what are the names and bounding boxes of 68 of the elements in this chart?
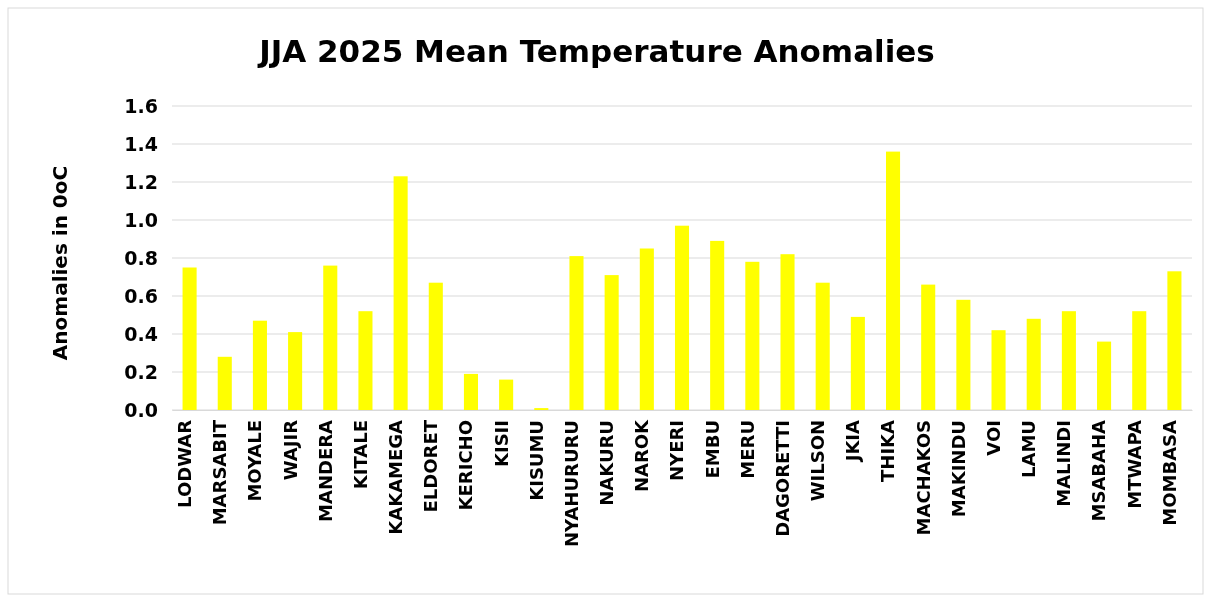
x-tick-label: NYAHURURU — [560, 420, 582, 547]
x-tick-label: JKIA — [842, 419, 864, 464]
bar — [428, 282, 443, 410]
bar — [1132, 311, 1147, 410]
x-tick-label: MAKINDU — [947, 420, 969, 518]
x-tick-label: VOI — [982, 420, 1004, 456]
y-tick-label: 0.8 — [124, 246, 158, 269]
x-tick-label: MANDERA — [314, 419, 336, 522]
x-tick-label: MALINDI — [1053, 420, 1075, 507]
y-tick-label: 0.0 — [124, 398, 158, 421]
bar — [1061, 311, 1076, 410]
bar — [393, 176, 408, 410]
y-tick-label: 1.4 — [124, 132, 158, 155]
y-tick-label: 0.2 — [124, 360, 158, 383]
x-tick-label: MOYALE — [244, 420, 266, 502]
bar — [288, 332, 303, 410]
x-tick-label: MSABAHA — [1088, 419, 1110, 522]
x-tick-label: NAROK — [631, 418, 653, 493]
bar — [569, 256, 584, 410]
x-tick-label: MTWAPA — [1123, 419, 1145, 509]
bar — [217, 356, 232, 410]
x-tick-label: MOMBASA — [1158, 419, 1180, 526]
bar — [639, 248, 654, 410]
x-tick-label: MARSABIT — [209, 419, 231, 526]
x-tick-label: LODWAR — [173, 419, 195, 508]
bar — [710, 240, 725, 410]
bar — [674, 225, 690, 410]
x-tick-label: THIKA — [877, 419, 899, 482]
bar — [358, 311, 373, 410]
x-tick-label: MACHAKOS — [912, 420, 934, 536]
y-axis-title: Anomalies in 0oC — [48, 165, 72, 361]
chart-title: JJA 2025 Mean Temperature Anomalies — [257, 33, 935, 69]
bar — [850, 316, 865, 410]
y-tick-label: 0.6 — [124, 284, 158, 307]
bar — [815, 282, 830, 410]
x-tick-label: KAKAMEGA — [385, 419, 407, 535]
x-tick-label: EMBU — [701, 420, 723, 479]
x-tick-label: DAGORETTI — [771, 420, 793, 537]
x-tick-label: WAJIR — [279, 419, 301, 481]
y-tick-label: 1.2 — [124, 170, 158, 193]
bar — [780, 254, 795, 410]
y-tick-label: 1.0 — [124, 208, 158, 231]
x-tick-label: LAMU — [1018, 420, 1040, 478]
x-tick-label: KISUMU — [525, 420, 547, 501]
bar — [921, 284, 936, 410]
bar — [991, 330, 1006, 410]
x-tick-label: KISII — [490, 420, 512, 468]
x-tick-label: MERU — [736, 420, 758, 479]
bar — [886, 151, 901, 410]
bar — [1026, 318, 1041, 410]
x-tick-label: WILSON — [807, 420, 829, 502]
bar — [463, 373, 478, 410]
y-tick-label: 0.4 — [124, 322, 158, 345]
bar — [1167, 271, 1182, 410]
x-tick-label: KITALE — [349, 420, 371, 490]
x-tick-label: NAKURU — [596, 420, 618, 506]
bar — [252, 320, 267, 410]
x-tick-label: NYERI — [666, 420, 688, 481]
y-tick-label: 1.6 — [124, 94, 158, 117]
x-tick-label: ELDORET — [420, 419, 442, 513]
bar — [745, 261, 760, 410]
bar — [323, 265, 338, 410]
bar — [499, 379, 514, 410]
bar — [604, 275, 619, 410]
x-tick-label: KERICHO — [455, 420, 477, 511]
bar — [1097, 341, 1112, 410]
bar — [182, 267, 197, 410]
bar — [956, 299, 971, 410]
